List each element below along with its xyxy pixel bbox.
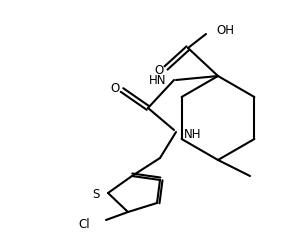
Text: S: S [93, 188, 100, 201]
Text: NH: NH [184, 128, 201, 141]
Text: Cl: Cl [78, 218, 90, 231]
Text: O: O [110, 82, 119, 94]
Text: O: O [154, 64, 164, 78]
Text: OH: OH [216, 24, 234, 38]
Text: HN: HN [148, 74, 166, 86]
